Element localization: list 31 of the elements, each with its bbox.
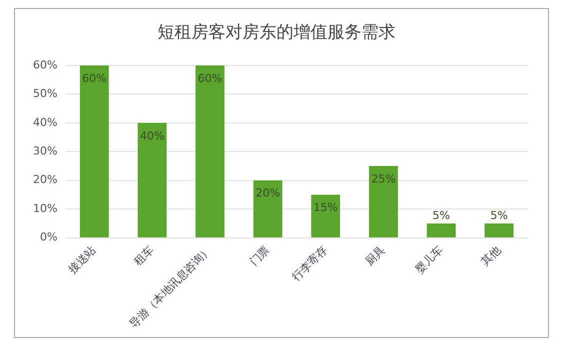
x-tick-label: 接送站 [66,244,98,276]
y-tick-label: 60% [32,58,58,72]
data-label: 60% [198,72,222,85]
data-label: 5% [490,208,508,222]
x-tick-label: 其他 [478,244,504,268]
data-label: 25% [371,172,396,186]
bar [80,65,109,238]
bar [196,65,224,238]
bar [484,224,514,238]
x-tick-label: 租车 [132,244,156,268]
y-tick-label: 40% [32,116,58,129]
bar [369,166,398,238]
chart-title: 短租房客对房东的增值服务需求 [158,22,396,43]
bar [138,122,167,238]
bar [426,224,456,238]
y-tick-label: 20% [32,173,58,186]
x-tick-label: 行李寄存 [289,244,330,284]
x-tick-label: 婴儿车 [412,244,446,276]
bar [253,180,282,238]
bar [311,194,340,238]
data-label: 5% [432,208,450,222]
y-tick-label: 30% [32,144,58,158]
data-label: 15% [313,201,338,214]
data-label: 40% [140,129,164,142]
data-label: 60% [82,72,107,85]
x-tick-label: 厨具 [362,244,388,268]
y-tick-label: 50% [32,87,58,100]
y-tick-label: 0% [40,230,58,244]
y-tick-label: 10% [32,202,58,215]
data-label: 20% [256,186,280,200]
x-tick-label: 门票 [247,244,272,268]
